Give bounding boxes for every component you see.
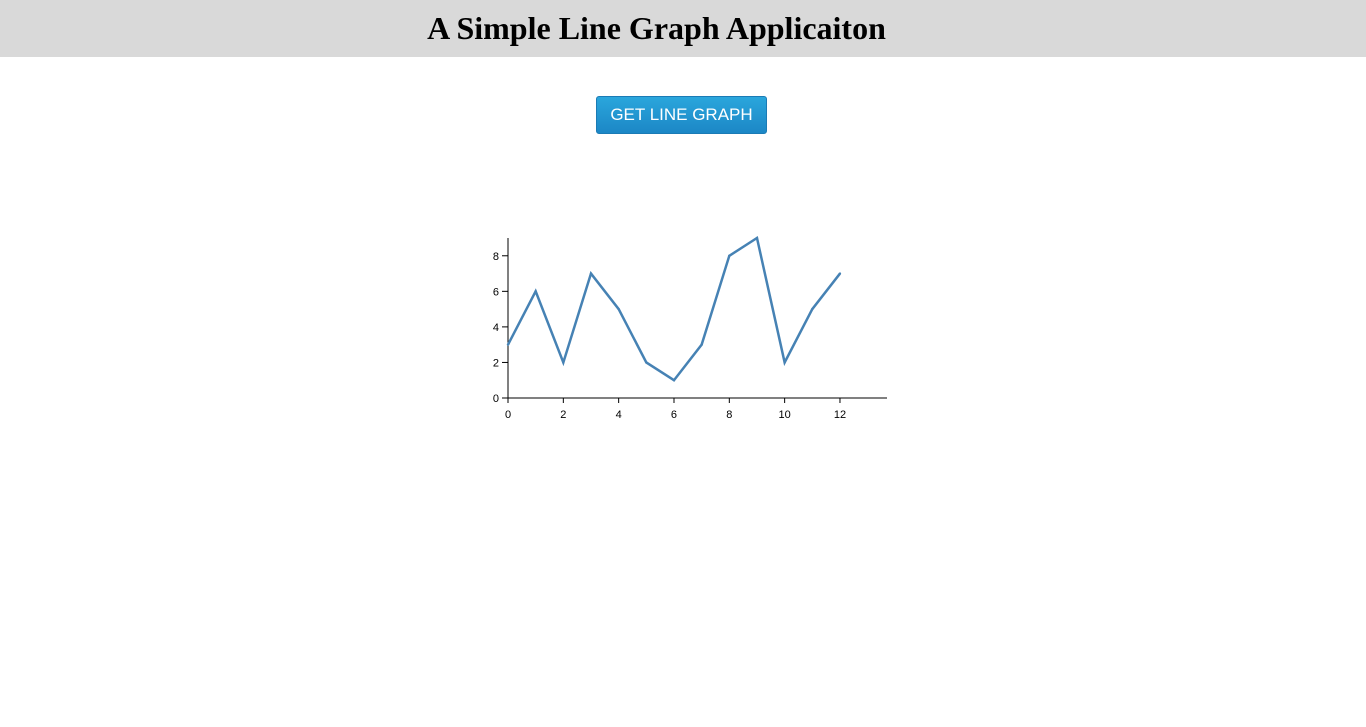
data-point [562,361,565,364]
data-line [506,235,841,382]
data-point [506,343,510,346]
page-title: A Simple Line Graph Applicaiton [427,10,886,46]
y-tick-label: 0 [493,393,499,405]
get-line-graph-button[interactable]: GET LINE GRAPH [596,96,767,134]
x-tick-label: 0 [505,409,511,421]
y-tick-label: 8 [493,251,499,263]
y-tick-label: 2 [493,357,499,369]
data-point [700,343,703,346]
data-point [645,361,648,364]
y-tick-label: 6 [493,286,499,298]
x-tick-label: 6 [671,409,677,421]
y-tick-label: 4 [493,322,499,334]
data-point [811,307,814,311]
x-tick-label: 4 [616,409,622,421]
data-point [755,236,759,240]
page-header: A Simple Line Graph Applicaiton [0,0,1366,57]
x-tick-label: 10 [779,409,791,421]
data-point [672,379,676,382]
data-point [534,290,537,293]
data-point [617,307,620,311]
data-point [728,254,731,257]
x-tick-label: 2 [560,409,566,421]
line-chart: 0 2 4 6 8 0 2 4 6 8 10 12 [493,235,887,421]
x-tick-label: 8 [726,409,732,421]
data-point [838,272,842,275]
data-point [783,361,786,364]
data-point [589,272,593,275]
x-tick-label: 12 [834,409,846,421]
